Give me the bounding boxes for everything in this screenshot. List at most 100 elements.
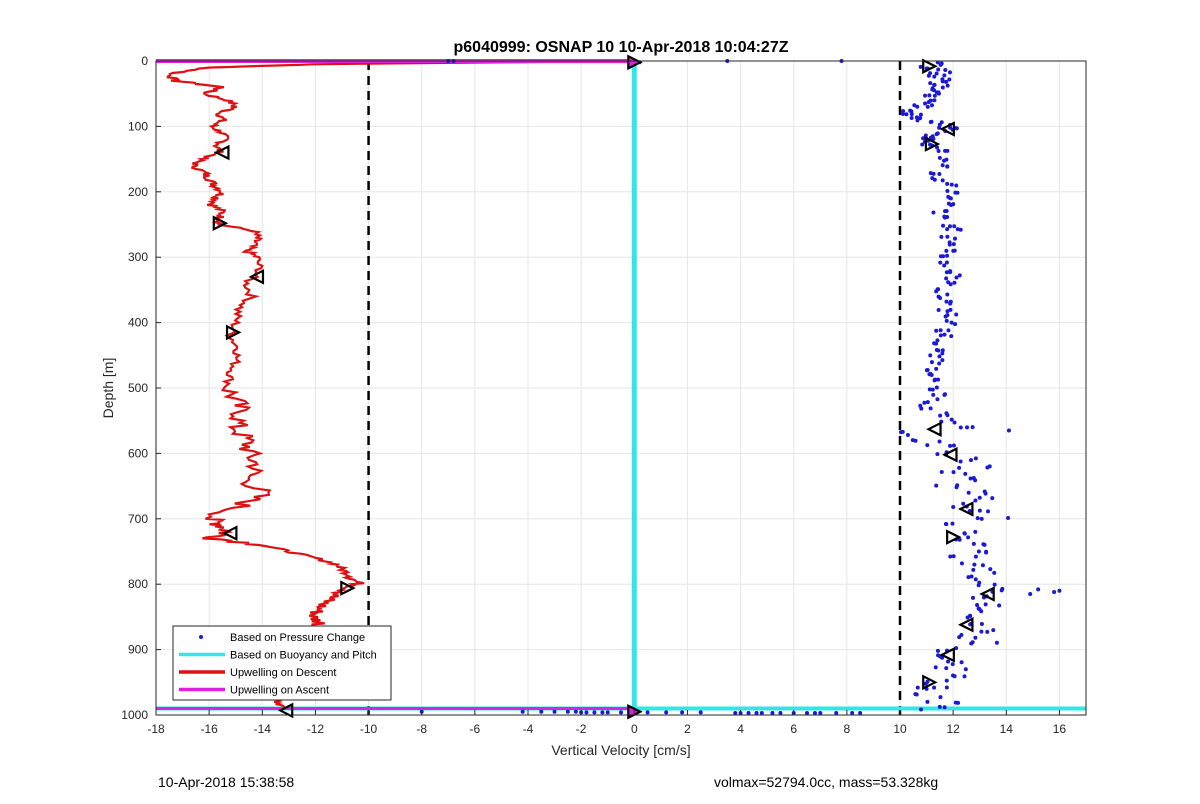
y-ticks: 0 100 200 300 400 500 600 700 800 900 1000 — [121, 54, 161, 722]
pressure-point — [925, 443, 930, 448]
x-tick-label: 6 — [790, 722, 797, 736]
y-tick-label: 900 — [128, 643, 148, 657]
pressure-point — [1006, 515, 1011, 520]
pressure-point — [909, 112, 914, 117]
pressure-point — [945, 189, 950, 194]
pressure-point — [984, 550, 989, 555]
pressure-point — [952, 674, 957, 679]
pressure-point — [957, 273, 962, 278]
pressure-point — [936, 67, 941, 72]
pressure-point — [520, 709, 525, 714]
x-tick-label: 12 — [946, 722, 960, 736]
pressure-point — [965, 425, 970, 430]
pressure-point — [925, 400, 930, 405]
pressure-point — [990, 496, 995, 501]
legend-swatch — [199, 635, 203, 639]
pressure-point — [934, 385, 939, 390]
pressure-point — [945, 292, 950, 297]
pressure-point — [951, 470, 956, 475]
pressure-point — [812, 711, 817, 716]
pressure-point — [985, 629, 990, 634]
pressure-point — [954, 275, 959, 280]
pressure-point — [944, 666, 949, 671]
pressure-point — [979, 622, 984, 627]
pressure-point — [968, 476, 973, 481]
pressure-point — [923, 93, 928, 98]
x-tick-label: 8 — [844, 722, 851, 736]
pressure-point — [935, 648, 940, 653]
pressure-point — [915, 685, 920, 690]
pressure-point — [1006, 428, 1011, 433]
pressure-point — [945, 309, 950, 314]
triangle-marker — [926, 421, 942, 437]
footer-info: volmax=52794.0cc, mass=53.328kg — [714, 774, 939, 790]
pressure-point — [955, 227, 960, 232]
pressure-point — [915, 118, 920, 123]
pressure-point — [900, 111, 905, 116]
marker-layer — [212, 54, 995, 720]
pressure-point — [948, 299, 953, 304]
pressure-point — [918, 116, 923, 121]
pressure-point — [605, 710, 610, 715]
pressure-point — [939, 470, 944, 475]
x-tick-label: 14 — [1000, 722, 1014, 736]
pressure-point — [938, 695, 943, 700]
pressure-point — [937, 172, 942, 177]
pressure-point — [949, 182, 954, 187]
legend-box — [172, 625, 392, 701]
pressure-point — [930, 176, 935, 181]
pressure-point — [942, 158, 947, 163]
pressure-point — [934, 328, 939, 333]
y-tick-label: 0 — [141, 54, 148, 68]
y-tick-label: 100 — [128, 119, 148, 133]
pressure-point — [957, 537, 962, 542]
pressure-point — [991, 628, 996, 633]
pressure-point — [973, 577, 978, 582]
x-tick-label: -2 — [576, 722, 587, 736]
pressure-point — [922, 400, 927, 405]
x-tick-label: -8 — [416, 722, 427, 736]
pressure-point — [565, 709, 570, 714]
pressure-point — [935, 131, 940, 136]
pressure-point — [980, 563, 985, 568]
pressure-point — [927, 93, 932, 98]
pressure-point — [928, 142, 933, 147]
x-tick-label: 2 — [684, 722, 691, 736]
pressure-point — [680, 710, 685, 715]
pressure-point — [979, 609, 984, 614]
pressure-point — [992, 570, 997, 575]
chart-title: p6040999: OSNAP 10 10-Apr-2018 10:04:27Z — [454, 39, 789, 56]
triangle-marker — [221, 525, 238, 541]
pressure-point — [957, 465, 962, 470]
x-ticks: -18 -16 -14 -12 -10 -8 -6 -4 -2 0 2 4 6 8 10 12 14 16 — [147, 710, 1066, 736]
triangle-marker — [212, 215, 229, 231]
pressure-point — [976, 606, 981, 611]
pressure-point — [929, 103, 934, 108]
pressure-point — [977, 495, 982, 500]
pressure-point — [947, 196, 952, 201]
pressure-point — [928, 120, 933, 125]
pressure-point — [940, 85, 945, 90]
pressure-point — [940, 351, 945, 356]
pressure-point — [935, 287, 940, 292]
pressure-point — [945, 253, 950, 258]
pressure-point — [746, 711, 751, 716]
pressure-point — [940, 358, 945, 363]
pressure-point — [952, 280, 957, 285]
pressure-point — [977, 508, 982, 513]
x-tick-label: -10 — [360, 722, 378, 736]
pressure-point — [942, 73, 947, 78]
footer-timestamp: 10-Apr-2018 15:38:58 — [158, 774, 295, 790]
pressure-point — [945, 227, 950, 232]
pressure-point — [919, 406, 924, 411]
pressure-point — [981, 542, 986, 547]
pressure-point — [958, 425, 963, 430]
pressure-point — [954, 646, 959, 651]
pressure-point — [926, 100, 931, 105]
x-axis-label: Vertical Velocity [cm/s] — [551, 742, 690, 758]
pressure-point — [962, 674, 967, 679]
pressure-point — [959, 561, 964, 566]
pressure-point — [966, 490, 971, 495]
pressure-point — [951, 248, 956, 253]
pressure-point — [664, 710, 669, 715]
